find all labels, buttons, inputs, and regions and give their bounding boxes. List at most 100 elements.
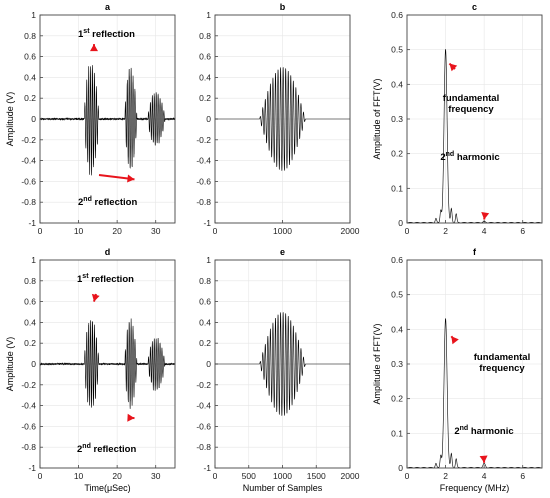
y-tick-label: -1 — [203, 463, 211, 473]
y-tick-label: -0.4 — [196, 401, 211, 411]
y-tick-label: 0.8 — [24, 31, 36, 41]
y-tick-label: -0.2 — [21, 380, 36, 390]
x-tick-label: 0 — [38, 471, 43, 481]
x-tick-label: 0 — [405, 471, 410, 481]
panel-label: d — [105, 247, 111, 257]
y-tick-label: -0.2 — [196, 135, 211, 145]
panel-f: 0 0.1 0.2 0.3 0.4 0.5 0.6 0 2 4 6 f Amplitude of FFT… — [372, 247, 543, 493]
y-tick-label: 0.4 — [24, 317, 36, 327]
y-tick-label: 0.2 — [24, 93, 36, 103]
x-tick-label: 30 — [151, 471, 161, 481]
x-tick-label: 20 — [112, 226, 122, 236]
annotation-arrowhead — [479, 455, 488, 463]
signal-trace — [215, 312, 350, 416]
signal-trace — [406, 49, 543, 224]
annotation-arrowhead — [127, 413, 135, 422]
annotation-text: 1st reflection — [77, 273, 134, 285]
annotation-arrowhead — [449, 63, 458, 72]
x-tick-label: 6 — [520, 226, 525, 236]
y-tick-label: 0.6 — [24, 297, 36, 307]
y-tick-label: -0.2 — [21, 135, 36, 145]
x-tick-label: 30 — [151, 226, 161, 236]
panel-label: b — [280, 2, 286, 12]
x-tick-label: 2000 — [341, 226, 360, 236]
y-tick-label: 0.6 — [391, 255, 403, 265]
annotation-text-line2: frequency — [479, 363, 525, 374]
y-tick-label: 0.2 — [199, 93, 211, 103]
y-tick-label: 0 — [206, 114, 211, 124]
x-tick-label: 0 — [405, 226, 410, 236]
x-tick-label: 4 — [482, 226, 487, 236]
y-tick-label: -0.4 — [196, 156, 211, 166]
y-tick-label: 1 — [206, 255, 211, 265]
x-tick-label: 10 — [74, 226, 84, 236]
panel-label: f — [473, 247, 477, 257]
y-axis-label: Amplitude (V) — [5, 337, 15, 392]
annotation-text: 2nd harmonic — [454, 425, 513, 437]
x-tick-label: 0 — [213, 226, 218, 236]
y-tick-label: 0.1 — [391, 183, 403, 193]
y-tick-label: 0.2 — [391, 149, 403, 159]
y-tick-label: 0.8 — [199, 31, 211, 41]
y-tick-label: -0.6 — [21, 421, 36, 431]
y-tick-label: 0.3 — [391, 114, 403, 124]
panel-c: 0 0.1 0.2 0.3 0.4 0.5 0.6 0 2 4 6 c Amplitude of FFT… — [372, 2, 543, 236]
plot-frame — [39, 259, 176, 469]
panel-label: a — [105, 2, 111, 12]
plot-frame — [39, 14, 176, 224]
x-tick-label: 0 — [213, 471, 218, 481]
annotation-text: 2nd reflection — [77, 443, 136, 455]
x-tick-label: 0 — [38, 226, 43, 236]
annotation-text: fundamental — [474, 352, 530, 363]
annotation-text-line2: frequency — [448, 104, 494, 115]
y-tick-label: 0.4 — [199, 317, 211, 327]
y-tick-label: 0.6 — [391, 10, 403, 20]
y-tick-label: 0.8 — [24, 276, 36, 286]
x-tick-label: 2 — [443, 226, 448, 236]
y-axis-label: Amplitude of FFT(V) — [372, 78, 382, 159]
y-tick-label: -0.6 — [196, 176, 211, 186]
y-tick-label: 0.6 — [199, 297, 211, 307]
x-axis-label: Frequency (MHz) — [440, 483, 510, 493]
x-tick-label: 2 — [443, 471, 448, 481]
y-tick-label: 0.5 — [391, 45, 403, 55]
x-tick-label: 500 — [242, 471, 256, 481]
plot-frame — [406, 14, 543, 224]
y-tick-label: -0.6 — [21, 176, 36, 186]
annotation-arrowhead — [451, 336, 459, 345]
panel-a: -1-0.8-0.6-0.4-0.200.20.40.60.810 10 20 30a… — [5, 2, 176, 236]
x-axis-label: Time(μSec) — [84, 483, 130, 493]
y-tick-label: -1 — [28, 218, 36, 228]
panel-e: -1 -0.8 -0.6 -0.4 -0.2 0 0.2 0.4 0.6 0.8 1 0 500 1000… — [196, 247, 359, 493]
y-tick-label: 0 — [206, 359, 211, 369]
annotation-text: 2nd reflection — [78, 196, 137, 208]
y-tick-label: -0.6 — [196, 421, 211, 431]
y-axis-label: Amplitude (V) — [5, 92, 15, 147]
panel-b: -1 -0.8 -0.6 -0.4 -0.2 0 0.2 0.4 0.6 0.8 1 0 1000 200… — [196, 2, 359, 236]
y-tick-label: 0.3 — [391, 359, 403, 369]
x-tick-label: 1500 — [307, 471, 326, 481]
y-tick-label: -0.8 — [21, 197, 36, 207]
y-tick-label: 0.2 — [24, 338, 36, 348]
y-tick-label: 1 — [31, 255, 36, 265]
panel-label: e — [280, 247, 285, 257]
y-tick-label: 0.2 — [391, 394, 403, 404]
y-tick-label: -1 — [203, 218, 211, 228]
y-tick-label: 1 — [31, 10, 36, 20]
y-tick-label: 0 — [398, 463, 403, 473]
y-tick-label: 0.4 — [24, 72, 36, 82]
y-tick-label: -0.4 — [21, 156, 36, 166]
annotation-text: 2nd harmonic — [440, 151, 499, 163]
y-tick-label: 0 — [31, 114, 36, 124]
y-tick-label: -0.8 — [196, 197, 211, 207]
plot-frame — [214, 259, 351, 469]
signal-trace — [39, 65, 176, 176]
annotation-text: fundamental — [443, 93, 499, 104]
signal-trace — [215, 67, 350, 171]
y-tick-label: -1 — [28, 463, 36, 473]
y-tick-label: -0.2 — [196, 380, 211, 390]
panel-d: -1-0.8-0.6-0.4-0.200.20.40.60.810 10 20 30d… — [5, 247, 176, 493]
y-tick-label: 0.2 — [199, 338, 211, 348]
annotation-arrowhead — [127, 174, 135, 183]
